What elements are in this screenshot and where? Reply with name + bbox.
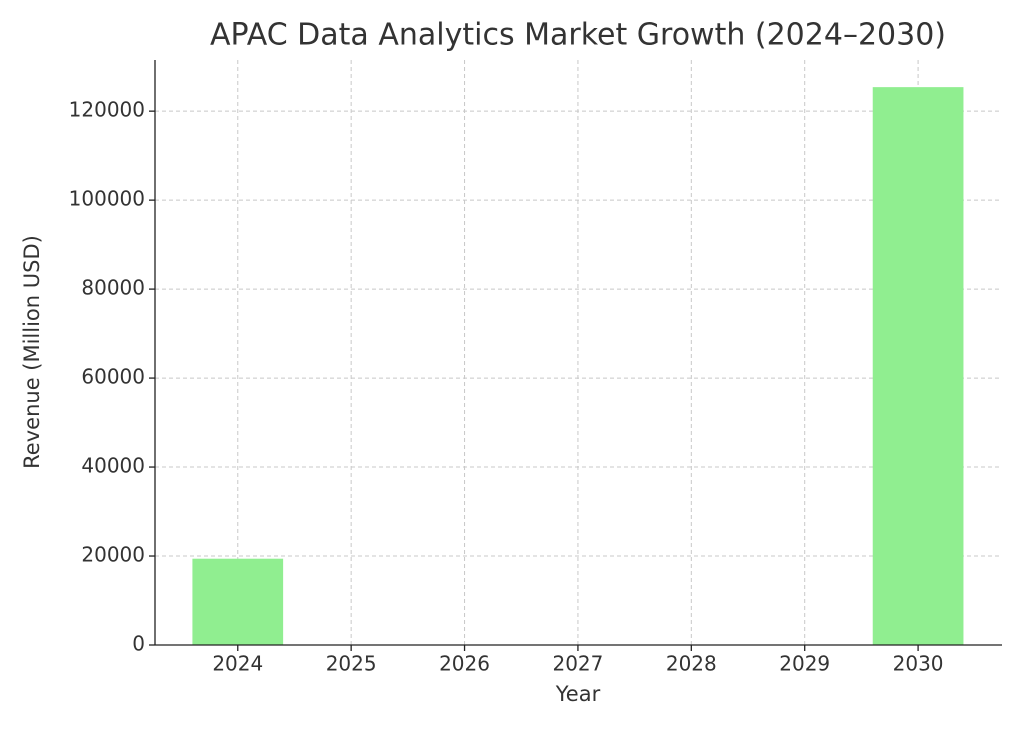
x-tick-label: 2026 [439, 652, 490, 676]
bar [872, 87, 964, 645]
x-axis-label: Year [555, 682, 601, 706]
x-tick-label: 2028 [666, 652, 717, 676]
y-tick-label: 40000 [81, 454, 145, 478]
chart-title: APAC Data Analytics Market Growth (2024–… [210, 18, 946, 53]
x-tick-label: 2030 [893, 652, 944, 676]
x-tick-label: 2027 [552, 652, 603, 676]
y-tick-label: 120000 [69, 98, 145, 122]
y-tick-label: 80000 [81, 276, 145, 300]
bar [192, 558, 284, 645]
x-tick-label: 2024 [212, 652, 263, 676]
x-tick-label: 2025 [326, 652, 377, 676]
y-tick-label: 100000 [69, 187, 145, 211]
y-tick-label: 60000 [81, 365, 145, 389]
x-tick-label: 2029 [779, 652, 830, 676]
y-tick-label: 20000 [81, 543, 145, 567]
y-axis-label: Revenue (Million USD) [20, 235, 44, 469]
y-tick-label: 0 [132, 632, 145, 656]
